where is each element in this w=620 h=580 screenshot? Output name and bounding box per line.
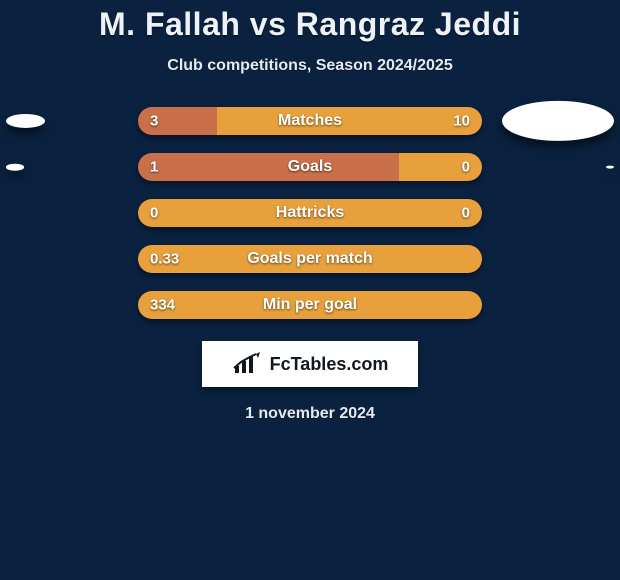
bar-track: Min per goal <box>138 291 482 319</box>
left-bar <box>138 153 399 181</box>
date-text: 1 november 2024 <box>0 405 620 423</box>
left-value: 334 <box>150 297 175 314</box>
bar-chart-icon <box>232 352 262 376</box>
right-bar <box>217 107 482 135</box>
left-value: 0 <box>150 205 158 222</box>
bar-track: Matches <box>138 107 482 135</box>
bar-track: Goals per match <box>138 245 482 273</box>
comparison-chart: Matches310Goals10Hattricks00Goals per ma… <box>0 107 620 319</box>
right-ellipse <box>606 166 614 169</box>
branding-badge: FcTables.com <box>202 341 418 387</box>
stat-label: Hattricks <box>276 204 344 222</box>
stat-label: Min per goal <box>263 296 357 314</box>
right-value: 0 <box>462 205 470 222</box>
stat-row: Hattricks 0 0 <box>0 199 620 227</box>
branding-text: FcTables.com <box>270 354 389 375</box>
left-ellipse <box>6 114 45 128</box>
stat-row: Goals 1 0 <box>0 153 620 181</box>
page-title: M. Fallah vs Rangraz Jeddi <box>0 0 620 43</box>
left-ellipse <box>6 164 24 171</box>
right-value: 10 <box>453 113 470 130</box>
right-ellipse <box>502 101 614 141</box>
stat-label: Goals per match <box>247 250 372 268</box>
stat-row: Goals per match 0.33 <box>0 245 620 273</box>
left-value: 3 <box>150 113 158 130</box>
bar-track: Goals <box>138 153 482 181</box>
bar-track: Hattricks <box>138 199 482 227</box>
page-subtitle: Club competitions, Season 2024/2025 <box>0 57 620 75</box>
left-value: 0.33 <box>150 251 179 268</box>
stat-row: Matches 3 10 <box>0 107 620 135</box>
stat-label: Goals <box>288 158 332 176</box>
right-value: 0 <box>462 159 470 176</box>
left-value: 1 <box>150 159 158 176</box>
stat-label: Matches <box>278 112 342 130</box>
stat-row: Min per goal 334 <box>0 291 620 319</box>
